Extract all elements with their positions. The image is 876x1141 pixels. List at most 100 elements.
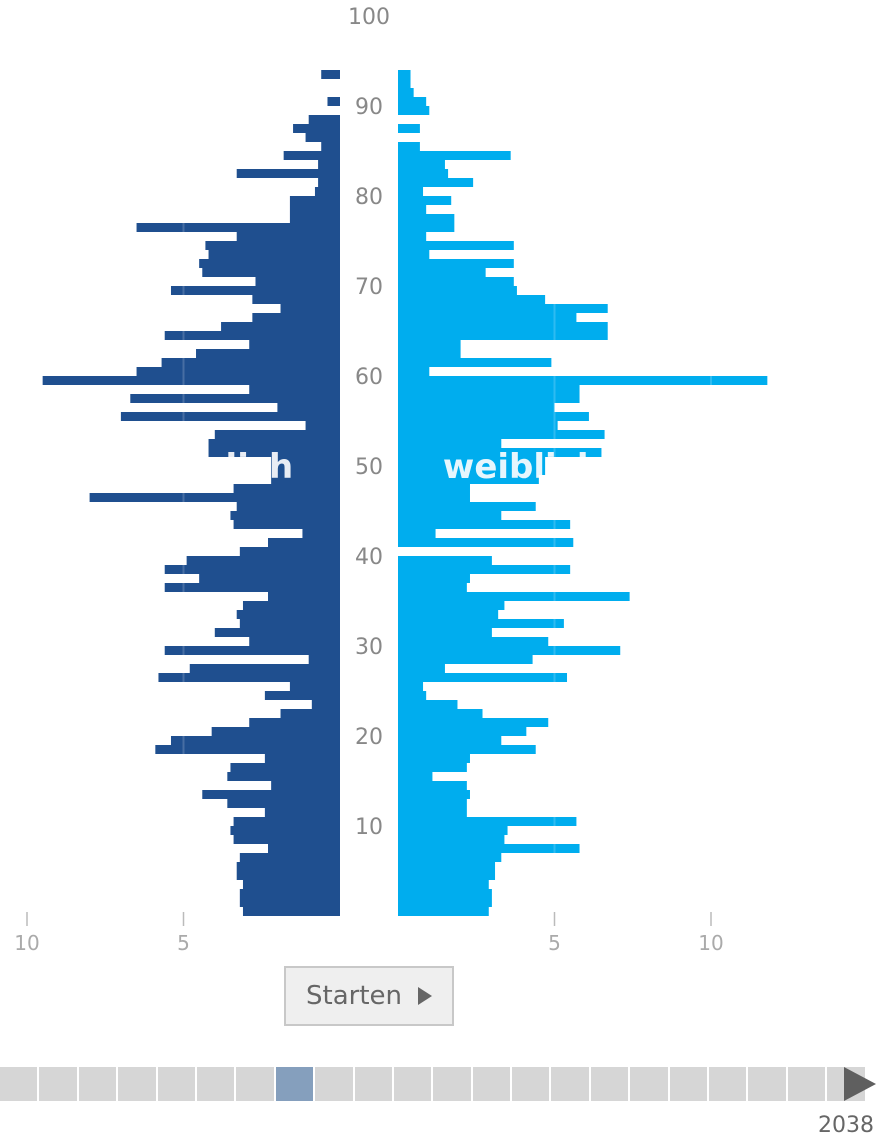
- female-bar: [398, 709, 483, 718]
- start-button[interactable]: Starten: [284, 966, 454, 1026]
- female-bar: [398, 898, 492, 907]
- male-bar: [289, 205, 340, 214]
- male-bar: [186, 556, 340, 565]
- male-bar: [268, 844, 340, 853]
- male-label: männlich: [119, 447, 293, 487]
- timeline-segment[interactable]: [630, 1067, 668, 1101]
- male-bar: [236, 610, 340, 619]
- timeline-segment[interactable]: [118, 1067, 156, 1101]
- female-bar: [398, 844, 580, 853]
- male-bar: [252, 313, 340, 322]
- female-bar: [398, 745, 536, 754]
- female-bar: [398, 178, 474, 187]
- male-bar: [255, 277, 340, 286]
- timeline-segment-active[interactable]: [275, 1067, 314, 1101]
- female-bar: [398, 367, 430, 376]
- timeline-segment[interactable]: [354, 1067, 392, 1101]
- male-bar: [311, 700, 340, 709]
- female-bar: [398, 196, 452, 205]
- male-bar: [202, 268, 340, 277]
- female-bar: [398, 520, 571, 529]
- female-bars: [398, 70, 768, 916]
- timeline-segment[interactable]: [551, 1067, 589, 1101]
- male-bar: [214, 628, 340, 637]
- male-bar: [271, 475, 340, 484]
- female-bar: [398, 97, 427, 106]
- timeline-forward-arrow-icon[interactable]: [844, 1067, 876, 1101]
- grid-overlay: [26, 40, 712, 916]
- female-bar: [398, 889, 492, 898]
- female-bar: [398, 700, 458, 709]
- male-bar: [196, 349, 340, 358]
- female-bar: [398, 250, 430, 259]
- female-bar: [398, 187, 424, 196]
- female-bar: [398, 439, 502, 448]
- female-bar: [398, 430, 605, 439]
- female-bar: [398, 637, 549, 646]
- female-bar: [398, 214, 455, 223]
- timeline-segment[interactable]: [0, 1067, 38, 1101]
- year-timeline[interactable]: [0, 1067, 865, 1101]
- timeline-segment[interactable]: [157, 1067, 195, 1101]
- timeline-segment[interactable]: [748, 1067, 786, 1101]
- female-bar: [398, 871, 496, 880]
- male-bar: [318, 160, 340, 169]
- timeline-segment[interactable]: [39, 1067, 77, 1101]
- timeline-segment[interactable]: [78, 1067, 117, 1101]
- male-bar: [239, 547, 340, 556]
- timeline-segment[interactable]: [787, 1067, 826, 1101]
- timeline-segment[interactable]: [433, 1067, 471, 1101]
- male-bar: [205, 241, 340, 250]
- age-tick-label: 80: [355, 185, 383, 210]
- female-bar: [398, 790, 470, 799]
- female-bar: [398, 106, 430, 115]
- female-bar: [398, 619, 564, 628]
- female-bar: [398, 412, 589, 421]
- female-bar: [398, 736, 502, 745]
- timeline-segment[interactable]: [236, 1067, 274, 1101]
- female-bar: [398, 403, 555, 412]
- male-bar: [120, 412, 341, 421]
- male-bar: [289, 214, 340, 223]
- male-bar: [236, 862, 340, 871]
- male-bar: [308, 115, 340, 124]
- male-bar: [280, 304, 340, 313]
- female-bar: [398, 592, 630, 601]
- female-bar: [398, 232, 427, 241]
- timeline-segment[interactable]: [709, 1067, 747, 1101]
- male-bar: [242, 880, 340, 889]
- female-bar: [398, 313, 577, 322]
- age-tick-label: 50: [355, 455, 383, 480]
- male-bar: [239, 619, 340, 628]
- female-label: weiblich: [443, 447, 601, 487]
- age-tick-label: 40: [355, 545, 383, 570]
- female-bar: [398, 754, 470, 763]
- female-bar: [398, 124, 420, 133]
- female-bar: [398, 835, 505, 844]
- male-bar: [164, 583, 340, 592]
- female-bar: [398, 358, 552, 367]
- female-bar: [398, 394, 580, 403]
- age-tick-label: 100: [348, 5, 390, 30]
- female-bar: [398, 763, 467, 772]
- timeline-segment[interactable]: [393, 1067, 432, 1101]
- male-bar: [321, 142, 340, 151]
- female-bar: [398, 628, 492, 637]
- timeline-segment[interactable]: [669, 1067, 708, 1101]
- female-bar: [398, 511, 502, 520]
- timeline-segment[interactable]: [472, 1067, 511, 1101]
- timeline-segment[interactable]: [315, 1067, 353, 1101]
- female-bar: [398, 862, 496, 871]
- female-bar: [398, 565, 571, 574]
- timeline-segment[interactable]: [196, 1067, 235, 1101]
- timeline-segment[interactable]: [512, 1067, 550, 1101]
- male-bar: [164, 331, 340, 340]
- timeline-segment[interactable]: [590, 1067, 629, 1101]
- male-bar: [89, 493, 340, 502]
- female-bar: [398, 304, 608, 313]
- male-bar: [199, 259, 340, 268]
- female-bar: [398, 295, 546, 304]
- x-tick-label-male: 10: [14, 931, 39, 955]
- male-bar: [158, 673, 340, 682]
- male-bar: [314, 187, 340, 196]
